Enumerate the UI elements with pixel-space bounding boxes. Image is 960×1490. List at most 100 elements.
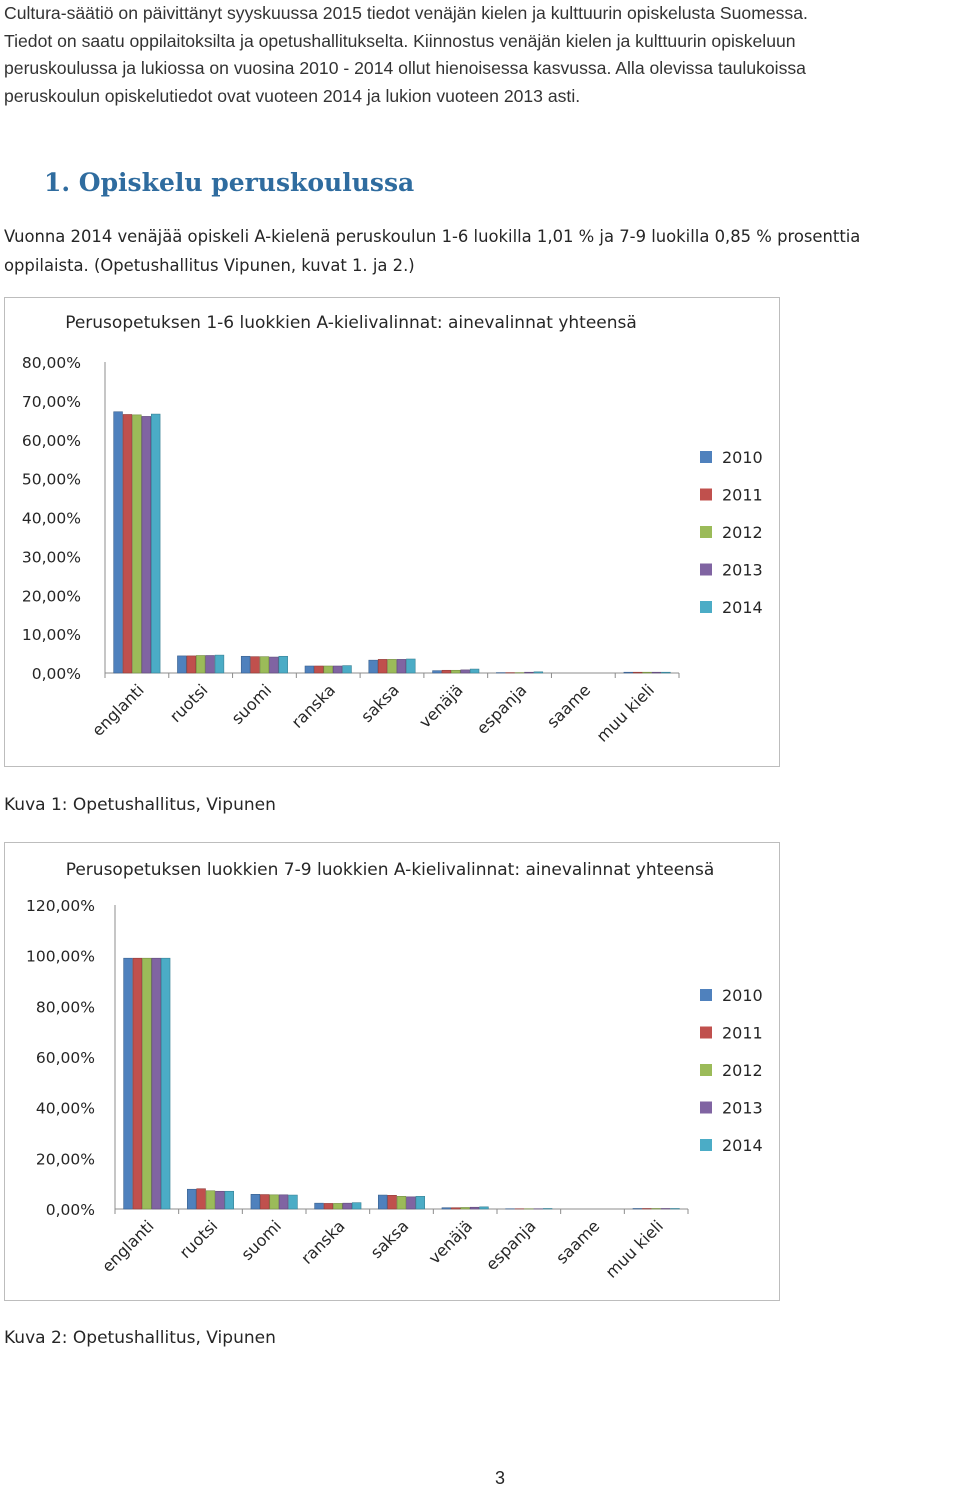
chart-title: Perusopetuksen luokkien 7-9 luokkien A-k… bbox=[66, 860, 715, 880]
bar bbox=[323, 665, 333, 674]
bar bbox=[333, 1203, 343, 1210]
category-label: suomi bbox=[228, 680, 276, 728]
bar bbox=[278, 655, 288, 674]
category-label: ranska bbox=[288, 680, 339, 731]
caption-2: Kuva 2: Opetushallitus, Vipunen bbox=[4, 1328, 276, 1348]
chart-1-svg: Perusopetuksen 1-6 luokkien A-kielivalin… bbox=[22, 313, 763, 746]
category-label: muu kieli bbox=[602, 1216, 667, 1281]
bar bbox=[451, 1207, 461, 1210]
bar bbox=[141, 416, 151, 674]
legend-swatch bbox=[700, 488, 712, 501]
category-label: saame bbox=[543, 680, 594, 731]
legend-label: 2012 bbox=[722, 523, 763, 542]
bar bbox=[368, 659, 378, 674]
legend-swatch bbox=[700, 601, 712, 613]
bar bbox=[323, 1203, 334, 1210]
section-paragraph: Vuonna 2014 venäjää opiskeli A-kielenä p… bbox=[4, 222, 960, 280]
legend-swatch bbox=[700, 1064, 712, 1076]
legend-swatch bbox=[700, 1101, 712, 1114]
bar bbox=[142, 957, 152, 1210]
bar bbox=[250, 1194, 261, 1210]
legend-swatch bbox=[700, 1026, 712, 1039]
bar bbox=[642, 1208, 652, 1210]
category-label: ruotsi bbox=[176, 1216, 222, 1262]
y-tick-label: 80,00% bbox=[36, 998, 95, 1016]
intro-text: Cultura-säätiö on päivittänyt syyskuussa… bbox=[4, 0, 956, 110]
bar bbox=[670, 1208, 680, 1210]
bar bbox=[150, 413, 161, 674]
category-label: ruotsi bbox=[166, 680, 212, 726]
page-number: 3 bbox=[494, 1468, 505, 1488]
bar bbox=[314, 1202, 324, 1210]
bar bbox=[186, 655, 196, 674]
bar bbox=[196, 1188, 206, 1210]
category-label: espanja bbox=[482, 1216, 540, 1274]
bar bbox=[215, 1190, 225, 1210]
chart-2: Perusopetuksen luokkien 7-9 luokkien A-k… bbox=[4, 842, 780, 1301]
legend-label: 2010 bbox=[722, 448, 763, 467]
bar bbox=[651, 1208, 661, 1210]
y-tick-label: 50,00% bbox=[22, 471, 81, 489]
bar bbox=[479, 1206, 489, 1210]
legend-label: 2014 bbox=[722, 598, 763, 617]
y-tick-label: 20,00% bbox=[22, 587, 81, 605]
legend-swatch bbox=[700, 526, 712, 538]
category-label: saame bbox=[552, 1216, 603, 1267]
bar bbox=[377, 659, 388, 674]
legend-swatch bbox=[700, 989, 712, 1001]
bar bbox=[406, 1196, 416, 1210]
bar bbox=[660, 1208, 671, 1210]
category-label: englanti bbox=[88, 680, 148, 740]
bar bbox=[132, 414, 142, 674]
bar bbox=[205, 1190, 216, 1210]
bar bbox=[469, 1206, 480, 1210]
bar bbox=[432, 670, 442, 674]
bar bbox=[415, 1196, 425, 1210]
bar bbox=[387, 659, 397, 674]
y-tick-label: 70,00% bbox=[22, 393, 81, 411]
bar bbox=[177, 655, 187, 674]
bar bbox=[278, 1194, 289, 1210]
legend-label: 2011 bbox=[722, 1024, 763, 1043]
y-tick-label: 10,00% bbox=[22, 626, 81, 644]
legend-label: 2013 bbox=[722, 561, 763, 580]
category-label: espanja bbox=[473, 680, 531, 738]
bar bbox=[460, 1207, 470, 1210]
paragraph-line: oppilaista. (Opetushallitus Vipunen, kuv… bbox=[4, 256, 415, 275]
bar bbox=[396, 1196, 407, 1210]
intro-line: Tiedot on saatu oppilaitoksilta ja opetu… bbox=[4, 30, 796, 51]
bar bbox=[651, 671, 662, 674]
chart-2-svg: Perusopetuksen luokkien 7-9 luokkien A-k… bbox=[26, 860, 763, 1282]
bar bbox=[542, 1208, 553, 1210]
category-label: ranska bbox=[297, 1216, 348, 1267]
bar bbox=[195, 655, 206, 674]
bar bbox=[240, 655, 251, 674]
bar bbox=[132, 957, 143, 1210]
category-label: suomi bbox=[237, 1216, 285, 1264]
category-label: venäjä bbox=[425, 1216, 476, 1267]
bar bbox=[314, 665, 324, 674]
bar bbox=[123, 957, 133, 1210]
bar bbox=[623, 671, 634, 674]
y-tick-label: 80,00% bbox=[22, 354, 81, 372]
intro-line: Cultura-säätiö on päivittänyt syyskuussa… bbox=[4, 3, 808, 23]
y-tick-label: 20,00% bbox=[36, 1150, 95, 1168]
chart-title: Perusopetuksen 1-6 luokkien A-kielivalin… bbox=[65, 313, 637, 333]
bar bbox=[661, 671, 671, 674]
bar bbox=[642, 671, 652, 674]
category-label: saksa bbox=[357, 680, 403, 726]
y-tick-label: 40,00% bbox=[36, 1100, 95, 1118]
legend-label: 2011 bbox=[722, 486, 763, 505]
bar bbox=[160, 957, 171, 1210]
bar bbox=[632, 1208, 643, 1210]
bar bbox=[332, 665, 343, 674]
bar bbox=[269, 656, 279, 674]
legend-swatch bbox=[700, 451, 712, 463]
legend-label: 2010 bbox=[722, 986, 763, 1005]
y-tick-label: 100,00% bbox=[26, 948, 95, 966]
bar bbox=[259, 656, 270, 674]
y-tick-label: 0,00% bbox=[32, 665, 81, 683]
caption-1: Kuva 1: Opetushallitus, Vipunen bbox=[4, 795, 276, 815]
bar bbox=[151, 957, 161, 1210]
bar bbox=[533, 671, 544, 674]
